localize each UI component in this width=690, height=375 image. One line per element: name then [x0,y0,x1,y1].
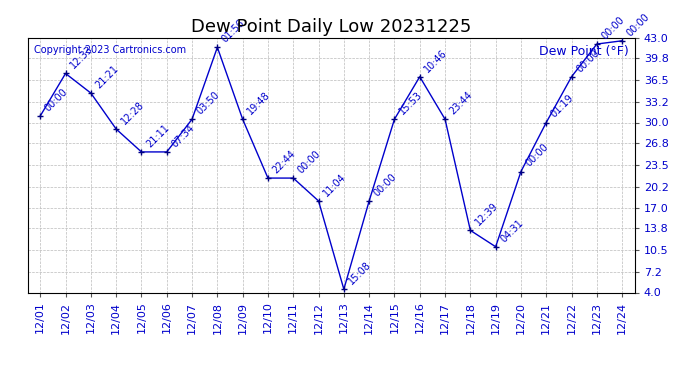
Text: 00:00: 00:00 [600,15,627,41]
Text: 23:44: 23:44 [448,90,475,117]
Text: 03:50: 03:50 [195,90,221,117]
Text: 01:56: 01:56 [220,18,247,45]
Text: 00:00: 00:00 [625,11,651,38]
Text: 12:39: 12:39 [473,201,500,228]
Text: 19:48: 19:48 [246,90,272,117]
Text: Dew Point (°F): Dew Point (°F) [539,45,629,58]
Text: 12:28: 12:28 [119,99,146,126]
Text: 04:31: 04:31 [498,217,525,244]
Text: 00:00: 00:00 [524,142,551,169]
Text: 00:00: 00:00 [574,47,601,74]
Text: 10:46: 10:46 [422,47,449,74]
Text: 21:21: 21:21 [94,63,121,90]
Title: Dew Point Daily Low 20231225: Dew Point Daily Low 20231225 [191,18,471,36]
Text: 15:53: 15:53 [397,90,424,117]
Text: 15:08: 15:08 [346,260,373,286]
Text: 21:11: 21:11 [144,122,171,149]
Text: 00:00: 00:00 [296,148,323,175]
Text: 01:19: 01:19 [549,93,575,120]
Text: 00:00: 00:00 [43,87,70,113]
Text: 12:33: 12:33 [68,44,95,70]
Text: 00:00: 00:00 [372,171,399,198]
Text: 22:44: 22:44 [270,148,297,175]
Text: 07:34: 07:34 [170,122,197,149]
Text: Copyright 2023 Cartronics.com: Copyright 2023 Cartronics.com [34,45,186,55]
Text: 11:04: 11:04 [322,171,348,198]
